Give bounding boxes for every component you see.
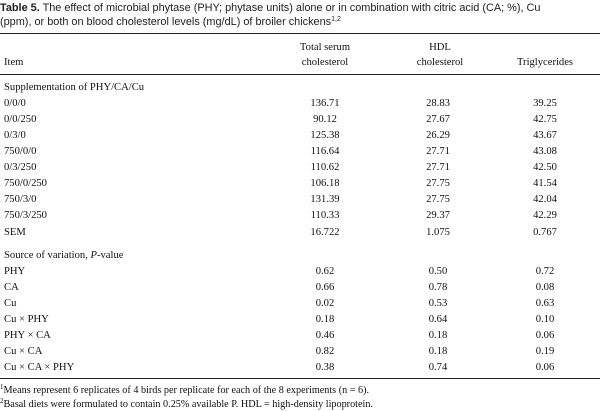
cell-total: 125.38 [310, 130, 340, 141]
table-label: Table 5. [0, 2, 40, 14]
col-header-total-line1: Total serum [299, 42, 351, 53]
sem-trig: 0.767 [533, 227, 557, 238]
cell-hdl: 0.53 [428, 298, 448, 309]
cell-hdl: 27.67 [426, 114, 450, 125]
top-rule [0, 33, 600, 34]
cell-trig: 0.63 [535, 298, 555, 309]
row-label: 750/3/250 [4, 210, 47, 221]
row-label: 0/3/0 [4, 130, 26, 141]
cell-total: 0.46 [315, 330, 335, 341]
source-suffix: -value [96, 250, 124, 261]
col-header-hdl-line2: cholesterol [416, 57, 464, 68]
cell-total: 136.71 [310, 98, 340, 109]
cell-trig: 0.72 [535, 266, 555, 277]
section-source-of-variation: Source of variation, P-value [4, 250, 123, 262]
cell-trig: 42.29 [533, 210, 557, 221]
footnote-2-mark: 2 [0, 397, 4, 405]
footnote-1-mark: 1 [0, 383, 4, 391]
col-header-total-serum: Total serum cholesterol [280, 42, 370, 69]
cell-hdl: 26.29 [426, 130, 450, 141]
cell-total: 131.39 [310, 194, 340, 205]
row-label: CA [4, 282, 19, 293]
cell-trig: 42.04 [533, 194, 557, 205]
cell-trig: 42.50 [533, 162, 557, 173]
cell-trig: 43.67 [533, 130, 557, 141]
cell-hdl: 0.74 [428, 362, 448, 373]
cell-hdl: 0.18 [428, 346, 448, 357]
cell-trig: 0.19 [535, 346, 555, 357]
cell-trig: 42.75 [533, 114, 557, 125]
sem-hdl: 1.075 [426, 227, 450, 238]
caption-footnote-marks: 1,2 [331, 16, 341, 23]
cell-trig: 0.06 [535, 362, 555, 373]
footnote-1: 1Means represent 6 replicates of 4 birds… [0, 383, 370, 397]
footnote-2: 2Basal diets were formulated to contain … [0, 397, 373, 411]
col-header-total-line2: cholesterol [301, 57, 349, 68]
col-header-hdl-line1: HDL [429, 42, 451, 53]
source-prefix: Source of variation, [4, 250, 91, 261]
cell-trig: 0.08 [535, 282, 555, 293]
cell-total: 0.82 [315, 346, 335, 357]
cell-hdl: 27.75 [426, 194, 450, 205]
cell-trig: 0.10 [535, 314, 555, 325]
cell-total: 0.38 [315, 362, 335, 373]
cell-trig: 41.54 [533, 178, 557, 189]
cell-hdl: 0.78 [428, 282, 448, 293]
cell-hdl: 27.71 [426, 146, 450, 157]
row-label: 0/0/250 [4, 114, 37, 125]
caption-text-line1: The effect of microbial phytase (PHY; ph… [39, 2, 541, 14]
col-header-triglycerides: Triglycerides [516, 57, 574, 68]
table-caption-line2: (ppm), or both on blood cholesterol leve… [0, 16, 600, 29]
cell-hdl: 29.37 [426, 210, 450, 221]
cell-total: 90.12 [313, 114, 337, 125]
source-p-italic: P [90, 250, 97, 261]
cell-trig: 0.06 [535, 330, 555, 341]
cell-total: 116.64 [310, 146, 340, 157]
cell-hdl: 0.64 [428, 314, 448, 325]
cell-trig: 39.25 [533, 98, 557, 109]
row-label: Cu × CA [4, 346, 43, 357]
cell-total: 110.62 [310, 162, 340, 173]
row-label: Cu × CA × PHY [4, 362, 75, 373]
caption-text-line2: (ppm), or both on blood cholesterol leve… [0, 16, 332, 28]
row-label: 750/0/250 [4, 178, 47, 189]
row-label: Cu [4, 298, 17, 309]
cell-total: 0.18 [315, 314, 335, 325]
cell-total: 0.66 [315, 282, 335, 293]
row-label: 0/3/250 [4, 162, 37, 173]
header-rule [0, 74, 600, 75]
cell-hdl: 28.83 [426, 98, 450, 109]
cell-total: 106.18 [310, 178, 340, 189]
sem-label: SEM [4, 227, 26, 238]
section-supplementation: Supplementation of PHY/CA/Cu [4, 82, 145, 93]
cell-total: 110.33 [310, 210, 340, 221]
row-label: 750/0/0 [4, 146, 37, 157]
cell-hdl: 27.75 [426, 178, 450, 189]
row-label: PHY × CA [4, 330, 51, 341]
footnote-1-text: Means represent 6 replicates of 4 birds … [3, 385, 370, 396]
footnote-2-text: Basal diets were formulated to contain 0… [3, 399, 373, 410]
row-label: 0/0/0 [4, 98, 26, 109]
sem-total: 16.722 [310, 227, 340, 238]
cell-hdl: 0.18 [428, 330, 448, 341]
bottom-rule [0, 378, 600, 379]
cell-hdl: 0.50 [428, 266, 448, 277]
cell-hdl: 27.71 [426, 162, 450, 173]
col-header-hdl: HDL cholesterol [395, 42, 485, 69]
row-label: 750/3/0 [4, 194, 37, 205]
cell-total: 0.02 [315, 298, 335, 309]
col-header-item: Item [4, 57, 24, 68]
table-caption: Table 5. The effect of microbial phytase… [0, 2, 600, 15]
cell-total: 0.62 [315, 266, 335, 277]
row-label: PHY [4, 266, 26, 277]
row-label: Cu × PHY [4, 314, 49, 325]
cell-trig: 43.08 [533, 146, 557, 157]
